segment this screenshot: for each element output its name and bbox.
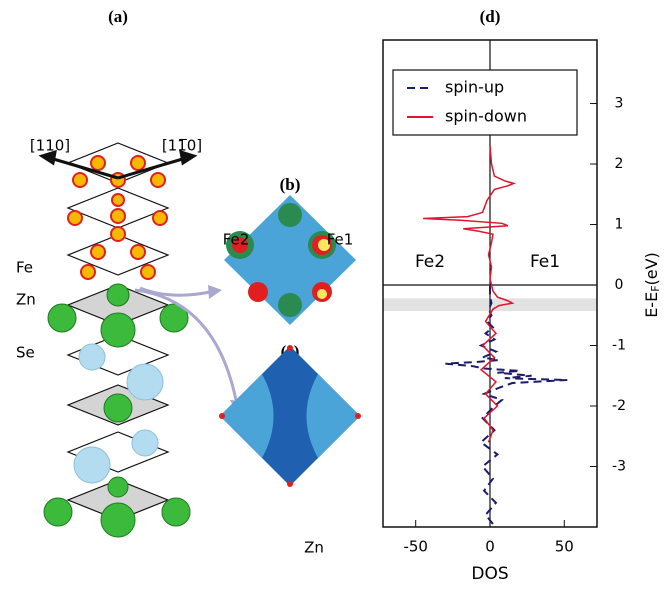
x-tick-label: -50	[403, 538, 428, 556]
panel-label: (b)	[280, 175, 301, 194]
panel-label: (d)	[480, 7, 501, 26]
panel-label: (a)	[108, 7, 128, 26]
crystal-structure	[42, 143, 194, 537]
y-tick-label: 0	[615, 277, 624, 293]
atom-label: Fe1	[327, 231, 354, 249]
y-label-unit: (eV)	[642, 252, 661, 285]
atom-label: Zn	[304, 539, 324, 557]
figure: (a) (b) (c) (d) [110] [11̅0] Fe Zn Se	[0, 0, 664, 586]
legend-label: spin-up	[445, 78, 504, 97]
legend-label: spin-down	[445, 107, 527, 126]
x-axis-label: DOS	[471, 564, 508, 584]
atom-label: Fe2	[223, 231, 250, 249]
layer-label: Se	[16, 344, 35, 362]
annotation: Fe2	[415, 252, 445, 272]
layer-label: Fe	[16, 259, 33, 277]
y-tick-label: 2	[615, 156, 624, 172]
charge-map	[224, 195, 356, 325]
annotation: Fe1	[530, 252, 560, 272]
dos-line	[423, 146, 514, 442]
layer-label: Zn	[16, 291, 36, 309]
y-tick-label: -1	[612, 338, 626, 354]
y-tick-label: 3	[615, 96, 624, 112]
y-axis-label: E-EF(eV)	[642, 252, 663, 318]
y-tick-label: 1	[615, 217, 624, 233]
direction-label: [11̅0]	[162, 137, 202, 155]
y-label-main: E-E	[642, 292, 661, 318]
y-tick-label: -3	[612, 459, 626, 475]
y-tick-label: -2	[612, 398, 626, 414]
x-tick-label: 0	[485, 538, 495, 556]
dos-line	[445, 285, 567, 524]
direction-label: [110]	[30, 137, 70, 155]
charge-map	[219, 345, 361, 487]
dos-chart: -3 -2 -1 0 1 2 3 -50 0 50 DOS E-EF(eV) Fe2 Fe1 spin-up…	[383, 40, 662, 584]
x-tick-label: 50	[555, 538, 574, 556]
